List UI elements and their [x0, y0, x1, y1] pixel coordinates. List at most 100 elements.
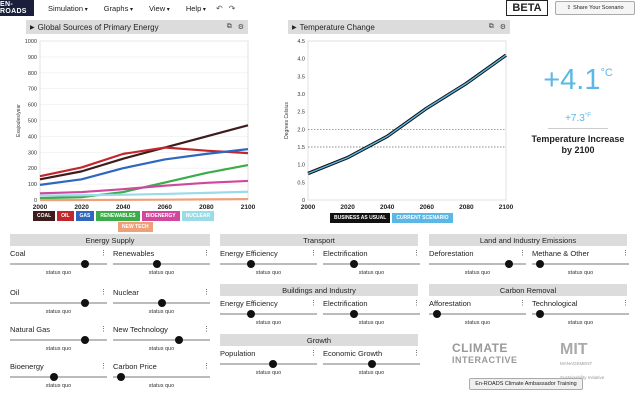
slider-knob[interactable] — [349, 260, 358, 268]
slider-coal[interactable]: Coal ⋮ status quo — [10, 249, 107, 279]
slider-track[interactable] — [429, 263, 526, 265]
slider-electrification[interactable]: Electrification ⋮ status quo — [323, 299, 420, 329]
slider-menu-icon[interactable]: ⋮ — [203, 250, 210, 257]
collapse-caret-icon[interactable]: ▶ — [30, 24, 35, 31]
slider-track[interactable] — [10, 263, 107, 265]
slider-track[interactable] — [10, 376, 107, 378]
redo-icon[interactable]: ↷ — [228, 3, 236, 13]
slider-energy-efficiency[interactable]: Energy Efficiency ⋮ status quo — [220, 299, 317, 329]
slider-menu-icon[interactable]: ⋮ — [203, 363, 210, 370]
legend-item-current-scenario[interactable]: CURRENT SCENARIO — [392, 213, 453, 223]
slider-track[interactable] — [323, 313, 420, 315]
slider-knob[interactable] — [157, 299, 166, 307]
legend-item-nuclear[interactable]: NUCLEAR — [181, 211, 215, 221]
slider-knob[interactable] — [536, 310, 545, 318]
slider-track[interactable] — [532, 263, 629, 265]
legend-item-business-as-usual[interactable]: BUSINESS AS USUAL — [330, 213, 391, 223]
slider-knob[interactable] — [433, 310, 442, 318]
slider-economic-growth[interactable]: Economic Growth ⋮ status quo — [323, 349, 420, 379]
slider-menu-icon[interactable]: ⋮ — [310, 350, 317, 357]
slider-bioenergy[interactable]: Bioenergy ⋮ status quo — [10, 362, 107, 392]
slider-natural-gas[interactable]: Natural Gas ⋮ status quo — [10, 325, 107, 355]
slider-track[interactable] — [113, 263, 210, 265]
slider-menu-icon[interactable]: ⋮ — [622, 250, 629, 257]
slider-knob[interactable] — [367, 360, 376, 368]
menu-graphs[interactable]: Graphs — [104, 4, 133, 13]
slider-knob[interactable] — [153, 260, 162, 268]
slider-track[interactable] — [10, 302, 107, 304]
y-tick-label: 1000 — [25, 39, 37, 45]
slider-menu-icon[interactable]: ⋮ — [519, 250, 526, 257]
slider-knob[interactable] — [81, 336, 90, 344]
undo-icon[interactable]: ↶ — [215, 3, 223, 13]
series-line-coal — [39, 124, 249, 181]
legend-item-new-tech[interactable]: NEW TECH — [118, 222, 153, 232]
legend-item-bioenergy[interactable]: BIOENERGY — [141, 211, 180, 221]
slider-menu-icon[interactable]: ⋮ — [100, 250, 107, 257]
slider-menu-icon[interactable]: ⋮ — [519, 300, 526, 307]
slider-technological[interactable]: Technological ⋮ status quo — [532, 299, 629, 329]
slider-energy-efficiency[interactable]: Energy Efficiency ⋮ status quo — [220, 249, 317, 279]
slider-electrification[interactable]: Electrification ⋮ status quo — [323, 249, 420, 279]
slider-menu-icon[interactable]: ⋮ — [100, 363, 107, 370]
slider-knob[interactable] — [349, 310, 358, 318]
slider-track[interactable] — [220, 263, 317, 265]
slider-menu-icon[interactable]: ⋮ — [413, 250, 420, 257]
slider-menu-icon[interactable]: ⋮ — [203, 326, 210, 333]
share-scenario-button[interactable]: ⇪ Share Your Scenario — [555, 1, 635, 15]
slider-track[interactable] — [10, 339, 107, 341]
menu-view[interactable]: View — [149, 4, 170, 13]
slider-population[interactable]: Population ⋮ status quo — [220, 349, 317, 379]
slider-knob[interactable] — [246, 310, 255, 318]
slider-menu-icon[interactable]: ⋮ — [413, 300, 420, 307]
slider-label: Renewables — [113, 249, 155, 258]
slider-menu-icon[interactable]: ⋮ — [310, 300, 317, 307]
slider-knob[interactable] — [536, 260, 545, 268]
slider-knob[interactable] — [81, 299, 90, 307]
slider-track[interactable] — [323, 263, 420, 265]
slider-nuclear[interactable]: Nuclear ⋮ status quo — [113, 288, 210, 318]
legend-item-renewables[interactable]: RENEWABLES — [96, 211, 140, 221]
copy-icon[interactable]: ⧉ — [488, 23, 494, 30]
slider-methane-other[interactable]: Methane & Other ⋮ status quo — [532, 249, 629, 279]
slider-status: status quo — [358, 320, 385, 326]
slider-knob[interactable] — [50, 373, 59, 381]
ambassador-training-button[interactable]: En-ROADS Climate Ambassador Training — [469, 378, 583, 390]
legend-item-oil[interactable]: OIL — [57, 211, 74, 221]
slider-knob[interactable] — [504, 260, 513, 268]
slider-menu-icon[interactable]: ⋮ — [100, 289, 107, 296]
copy-icon[interactable]: ⧉ — [226, 23, 232, 30]
legend-item-coal[interactable]: COAL — [33, 211, 56, 221]
slider-oil[interactable]: Oil ⋮ status quo — [10, 288, 107, 318]
settings-icon[interactable]: ⚙ — [237, 24, 244, 31]
menu-simulation[interactable]: Simulation — [48, 4, 88, 13]
collapse-caret-icon[interactable]: ▶ — [292, 24, 297, 31]
settings-icon[interactable]: ⚙ — [499, 24, 506, 31]
slider-track[interactable] — [532, 313, 629, 315]
slider-carbon-price[interactable]: Carbon Price ⋮ status quo — [113, 362, 210, 392]
slider-track[interactable] — [429, 313, 526, 315]
y-tick-label: 0.5 — [297, 180, 305, 186]
slider-menu-icon[interactable]: ⋮ — [203, 289, 210, 296]
slider-knob[interactable] — [246, 260, 255, 268]
legend-item-gas[interactable]: GAS — [75, 211, 95, 221]
slider-menu-icon[interactable]: ⋮ — [622, 300, 629, 307]
slider-track[interactable] — [113, 376, 210, 378]
menu-help[interactable]: Help — [186, 4, 206, 13]
slider-knob[interactable] — [117, 373, 126, 381]
slider-afforestation[interactable]: Afforestation ⋮ status quo — [429, 299, 526, 329]
slider-knob[interactable] — [175, 336, 184, 344]
slider-menu-icon[interactable]: ⋮ — [310, 250, 317, 257]
slider-menu-icon[interactable]: ⋮ — [100, 326, 107, 333]
slider-track[interactable] — [220, 313, 317, 315]
slider-menu-icon[interactable]: ⋮ — [413, 350, 420, 357]
slider-track[interactable] — [220, 363, 317, 365]
x-tick-label: 2060 — [420, 204, 435, 211]
slider-renewables[interactable]: Renewables ⋮ status quo — [113, 249, 210, 279]
slider-new-technology[interactable]: New Technology ⋮ status quo — [113, 325, 210, 355]
y-tick-label: 0 — [34, 198, 37, 204]
slider-deforestation[interactable]: Deforestation ⋮ status quo — [429, 249, 526, 279]
slider-track[interactable] — [113, 339, 210, 341]
slider-knob[interactable] — [81, 260, 90, 268]
slider-knob[interactable] — [268, 360, 277, 368]
